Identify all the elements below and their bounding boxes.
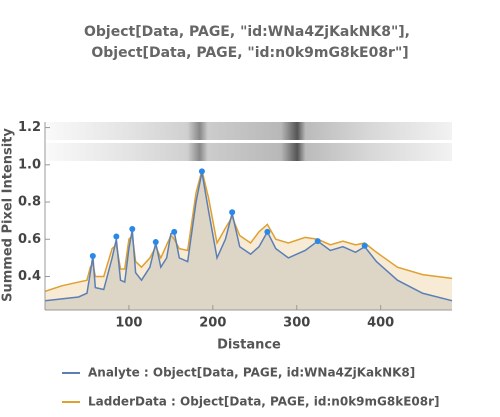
- legend-label: Analyte : Object[Data, PAGE, id:WNa4ZjKa…: [88, 366, 415, 380]
- y-tick-label: 0.8: [18, 195, 41, 210]
- legend-label: LadderData : Object[Data, PAGE, id:n0k9m…: [88, 395, 440, 409]
- y-tick-label: 1.2: [18, 120, 41, 135]
- chart-subtitle: Object[Data, PAGE, "id:n0k9mG8kE08r"]: [91, 45, 408, 61]
- x-tick-label: 400: [367, 316, 394, 331]
- x-tick-label: 300: [283, 316, 310, 331]
- peak-point: [152, 239, 159, 246]
- peak-point: [129, 226, 136, 233]
- peak-point: [171, 228, 178, 235]
- y-axis-label: Summed Pixel Intensity: [1, 128, 16, 302]
- x-tick-label: 200: [199, 316, 226, 331]
- gel-lane-1: [45, 122, 452, 140]
- peak-point: [361, 242, 368, 249]
- peak-point: [264, 228, 271, 235]
- y-tick-label: 0.6: [18, 232, 41, 247]
- plot-area: [44, 168, 453, 310]
- series-line: [44, 170, 453, 293]
- x-axis-label: Distance: [217, 338, 281, 353]
- series-line: [44, 172, 453, 302]
- peak-point: [198, 168, 205, 175]
- peak-point: [89, 253, 96, 260]
- area-fill: [45, 172, 452, 310]
- peak-point: [229, 209, 236, 216]
- gel-lane-2: [45, 143, 452, 161]
- x-tick-label: 100: [115, 316, 142, 331]
- peak-point: [314, 238, 321, 245]
- y-tick-label: 1.0: [18, 157, 41, 172]
- y-tick-label: 0.4: [18, 269, 41, 284]
- chart-title: Object[Data, PAGE, "id:WNa4ZjKakNK8"],: [84, 24, 410, 40]
- peak-point: [113, 233, 120, 240]
